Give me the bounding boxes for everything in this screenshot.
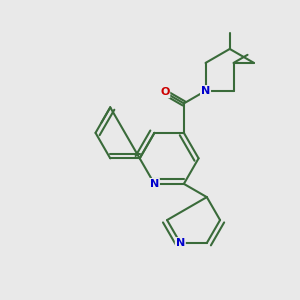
Text: N: N <box>201 86 210 96</box>
Text: O: O <box>160 87 169 98</box>
Text: N: N <box>150 179 159 189</box>
Text: N: N <box>176 238 185 248</box>
